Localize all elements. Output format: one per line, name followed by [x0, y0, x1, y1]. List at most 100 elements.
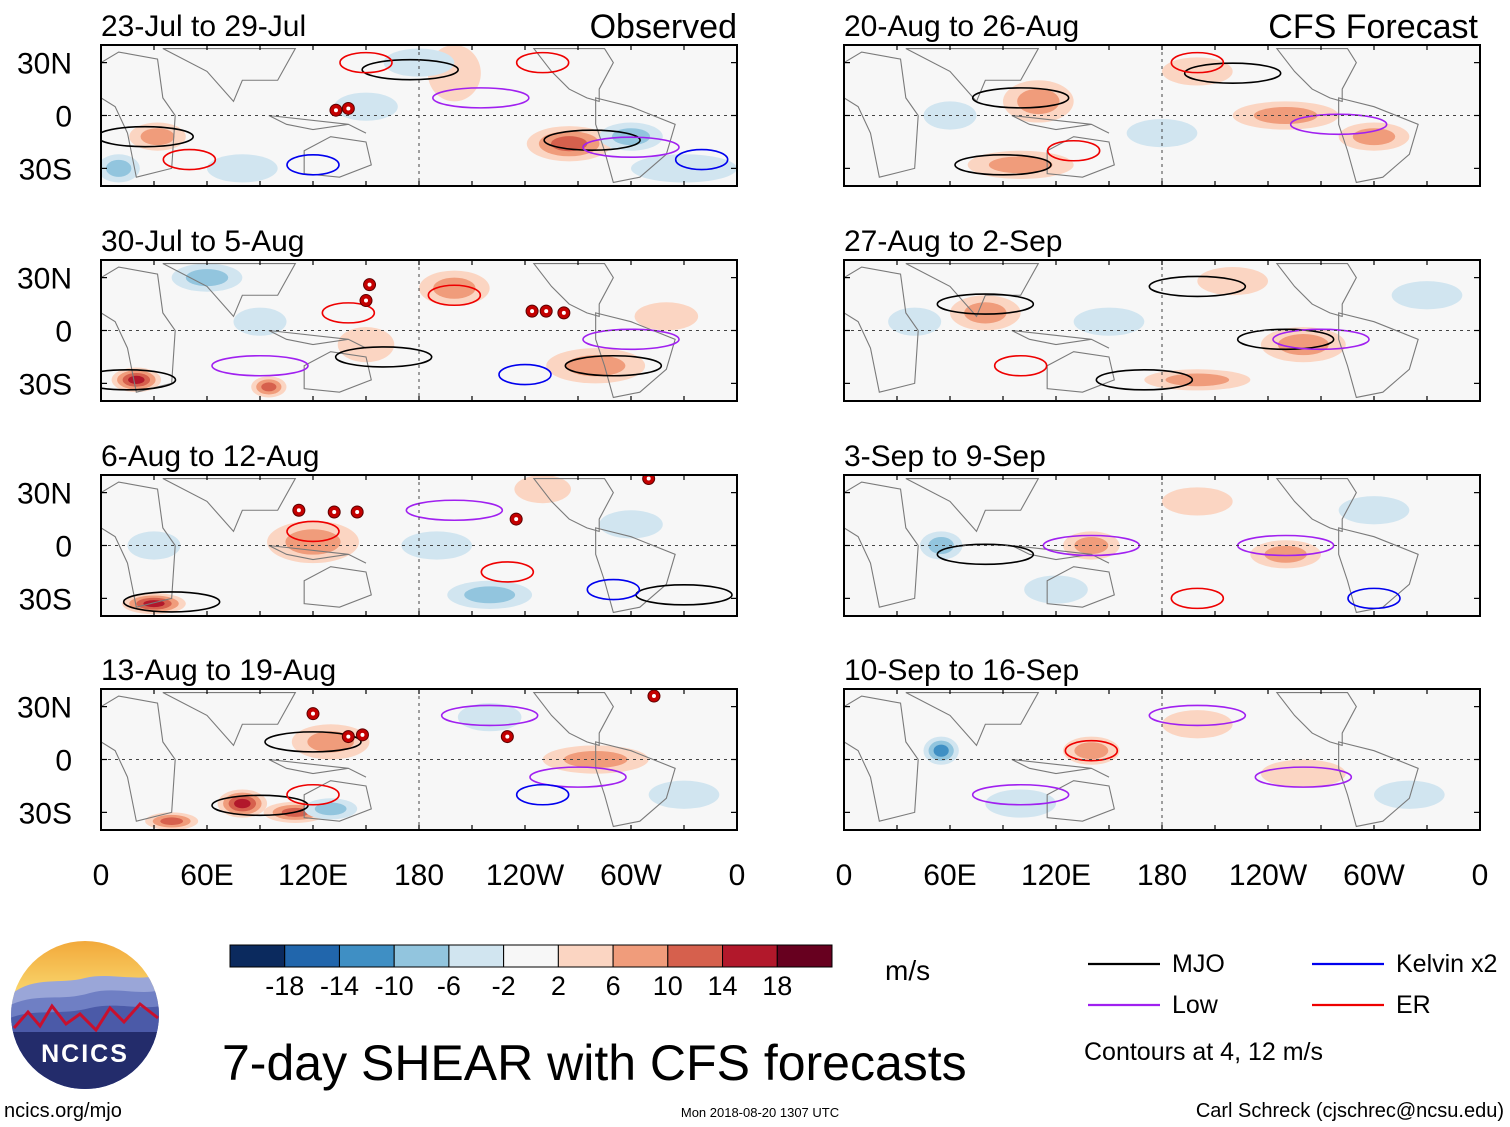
- coastline: [905, 691, 1040, 747]
- shear-anomaly-shade: [1162, 710, 1233, 739]
- legend-label: MJO: [1172, 950, 1225, 978]
- kelvin-contour: [1347, 587, 1401, 610]
- er-contour: [1170, 51, 1225, 74]
- shear-anomaly-shade: [985, 789, 1056, 818]
- kelvin-contour: [286, 154, 340, 176]
- er-contour: [480, 561, 535, 583]
- kelvin-contour: [515, 783, 570, 806]
- colorbar-swatch: [448, 944, 505, 968]
- mjo-contour: [954, 154, 1052, 176]
- colorbar-level: -14: [320, 971, 359, 1001]
- coastline: [1275, 47, 1357, 103]
- units-label: m/s: [885, 955, 930, 986]
- er-contour: [162, 148, 217, 171]
- low-contour: [1272, 328, 1370, 351]
- y-tick-label: 30S: [19, 797, 72, 830]
- colorbar-level: -6: [437, 971, 461, 1001]
- observed-label: Observed: [590, 8, 737, 46]
- colorbar-level: -10: [375, 971, 414, 1001]
- colorbar-swatch: [612, 944, 669, 968]
- coastline: [1275, 477, 1357, 533]
- coastline: [1046, 351, 1115, 393]
- colorbar-level: 14: [708, 971, 738, 1001]
- mjo-contour: [1095, 369, 1194, 391]
- logo-text: NCICS: [41, 1040, 129, 1068]
- coastline: [268, 329, 367, 349]
- shear-anomaly-shade: [1277, 334, 1329, 356]
- shear-anomaly-shade: [599, 510, 663, 539]
- y-tick-label: 0: [55, 316, 72, 349]
- panel-date-label: 27-Aug to 2-Sep: [844, 225, 1062, 258]
- coastline: [1011, 114, 1110, 134]
- kelvin-contour: [674, 148, 729, 171]
- legend: MJO Kelvin x2 Low ER: [1088, 950, 1497, 1019]
- panel-date-label: 20-Aug to 26-Aug: [844, 10, 1079, 43]
- colorbar-swatch: [776, 944, 833, 968]
- coastline: [268, 544, 367, 564]
- coastline: [595, 527, 676, 614]
- mjo-contour: [122, 591, 221, 613]
- legend-label: Low: [1172, 991, 1219, 1019]
- shear-anomaly-shade: [1391, 281, 1463, 310]
- coastline: [268, 758, 367, 778]
- colorbar-level: -2: [492, 971, 516, 1001]
- website-link[interactable]: ncics.org/mjo: [4, 1100, 122, 1122]
- er-contour: [286, 783, 340, 806]
- mjo-contour: [543, 129, 641, 151]
- shear-anomaly-shade: [888, 307, 942, 336]
- shear-anomaly-shade: [314, 802, 347, 816]
- x-tick-label: 180: [1137, 859, 1187, 892]
- y-tick-label: 0: [55, 531, 72, 564]
- coastline: [1011, 544, 1110, 564]
- shear-anomaly-shade: [1264, 545, 1307, 563]
- mjo-contour: [936, 543, 1035, 566]
- mjo-contour: [1183, 62, 1282, 84]
- y-tick-label: 0: [55, 745, 72, 778]
- mjo-contour: [971, 87, 1070, 109]
- panel-3: 13-Aug to 19-Aug 30N 0 30S: [17, 654, 738, 831]
- low-contour: [440, 704, 539, 727]
- colorbar-swatch: [393, 944, 450, 968]
- shear-anomaly-shade: [1374, 780, 1445, 809]
- panel-0: 23-Jul to 29-Jul 30N 0 30S: [17, 10, 738, 187]
- colorbar-swatch: [722, 944, 778, 968]
- shear-anomaly-shade: [928, 537, 954, 554]
- coastline: [1011, 329, 1110, 349]
- y-tick-label: 30S: [19, 583, 72, 616]
- panel-date-label: 3-Sep to 9-Sep: [844, 440, 1046, 473]
- x-tick-label: 0: [1472, 859, 1489, 892]
- shear-anomaly-shade: [565, 355, 626, 377]
- er-contour: [286, 520, 340, 543]
- coastline: [1046, 566, 1115, 608]
- panel-2: 6-Aug to 12-Aug 30N 0 30S: [17, 440, 738, 617]
- shear-anomaly-shade: [1162, 57, 1233, 86]
- x-tick-label: 0: [729, 859, 746, 892]
- shear-anomaly-shade: [648, 780, 720, 809]
- panel-5: 27-Aug to 2-Sep: [843, 225, 1481, 402]
- x-tick-label: 120W: [486, 859, 565, 892]
- shear-anomaly-shade: [185, 269, 229, 287]
- mjo-contour: [361, 58, 459, 81]
- y-tick-label: 30S: [19, 153, 72, 186]
- mjo-contour: [334, 346, 433, 368]
- panel-date-label: 23-Jul to 29-Jul: [101, 10, 306, 43]
- low-contour: [582, 136, 680, 159]
- colorbar-swatch: [284, 944, 340, 968]
- kelvin-contour: [586, 578, 641, 601]
- shear-anomaly-shade: [1126, 119, 1198, 148]
- shear-anomaly-shade: [988, 156, 1053, 174]
- er-contour: [515, 51, 570, 74]
- figure-title: 7-day SHEAR with CFS forecasts: [222, 1035, 967, 1091]
- er-contour: [1064, 739, 1119, 762]
- coastline: [905, 47, 1040, 103]
- x-tick-label: 0: [836, 859, 853, 892]
- x-tick-label: 180: [394, 859, 444, 892]
- shear-anomaly-shade: [140, 128, 175, 146]
- panel-1: 30-Jul to 5-Aug 30N 0 30S: [17, 225, 738, 402]
- shear-anomaly-shade: [933, 744, 949, 757]
- x-tick-label: 60E: [923, 859, 976, 892]
- credit: Carl Schreck (cjschrec@ncsu.edu): [1196, 1100, 1504, 1122]
- low-contour: [1289, 113, 1388, 136]
- colorbar-level: 18: [762, 971, 792, 1001]
